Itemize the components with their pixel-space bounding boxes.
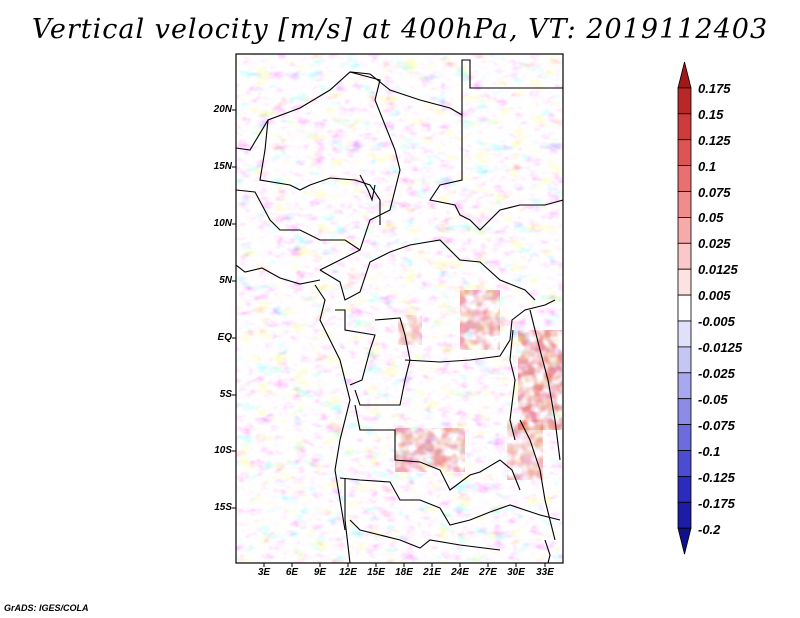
colorbar-segment	[677, 320, 692, 348]
colorbar-segment	[677, 139, 692, 166]
colorbar-segment	[677, 424, 692, 451]
lat-label: 15S	[214, 502, 232, 513]
lon-label: 15E	[367, 567, 385, 578]
colorbar-label: -0.0125	[698, 340, 743, 355]
lon-label: 30E	[507, 567, 525, 578]
colorbar-segment	[677, 450, 692, 477]
map-title: Vertical velocity [m/s] at 400hPa, VT: 2…	[31, 14, 769, 45]
lon-label: 24E	[451, 567, 469, 578]
colorbar-label: -0.175	[698, 496, 735, 511]
colorbar-label: -0.1	[698, 444, 721, 459]
colorbar-segment	[677, 87, 692, 115]
lon-ticks	[263, 563, 546, 567]
lat-label: 20N	[213, 104, 232, 115]
lon-label: 3E	[257, 567, 271, 578]
lon-label: 12E	[339, 567, 357, 578]
lon-label: 33E	[536, 567, 554, 578]
colorbar-label: 0.025	[698, 236, 731, 251]
colorbar-label: 0.005	[698, 288, 731, 303]
lat-label: EQ	[217, 332, 232, 343]
colorbar-label: -0.005	[698, 314, 735, 329]
colorbar-label: 0.075	[698, 185, 731, 200]
colorbar-label: 0.05	[698, 210, 724, 225]
lon-label: 18E	[395, 567, 413, 578]
colorbar	[677, 61, 692, 555]
velocity-field	[236, 54, 563, 563]
colorbar-segment	[677, 398, 692, 426]
colorbar-segment	[677, 268, 692, 296]
country-borders	[236, 59, 563, 563]
colorbar-segment	[677, 475, 692, 503]
lat-label: 5N	[219, 275, 232, 286]
colorbar-label: 0.175	[698, 81, 731, 96]
colorbar-label: 0.15	[698, 107, 724, 122]
colorbar-label: -0.125	[698, 470, 735, 485]
colorbar-segment	[677, 372, 692, 400]
colorbar-segment	[677, 165, 692, 192]
colorbar-label: 0.125	[698, 133, 731, 148]
lon-label: 21E	[423, 567, 441, 578]
updraft-regions	[395, 290, 562, 480]
lat-label: 10N	[213, 218, 232, 229]
colorbar-arrow-top	[677, 61, 692, 89]
colorbar-segment	[677, 191, 692, 218]
colorbar-segment	[677, 242, 692, 270]
colorbar-arrow-bottom	[677, 527, 692, 555]
grads-credit: GrADS: IGES/COLA	[4, 603, 89, 613]
lat-ticks	[232, 109, 236, 509]
colorbar-label: 0.1	[698, 159, 717, 174]
plot-frame	[235, 53, 564, 564]
lat-label: 15N	[213, 161, 232, 172]
colorbar-label: -0.075	[698, 418, 735, 433]
colorbar-segment	[677, 501, 692, 529]
colorbar-segment	[677, 346, 692, 374]
lon-label: 6E	[285, 567, 299, 578]
colorbar-segment	[677, 113, 692, 141]
colorbar-segment	[677, 216, 692, 244]
colorbar-segment	[677, 294, 692, 322]
colorbar-label: -0.2	[698, 522, 721, 537]
colorbar-label: -0.05	[698, 392, 728, 407]
lat-label: 5S	[219, 389, 232, 400]
colorbar-label: 0.0125	[698, 262, 738, 277]
lon-label: 9E	[313, 567, 327, 578]
lat-label: 10S	[214, 445, 232, 456]
lon-label: 27E	[479, 567, 497, 578]
colorbar-label: -0.025	[698, 366, 735, 381]
